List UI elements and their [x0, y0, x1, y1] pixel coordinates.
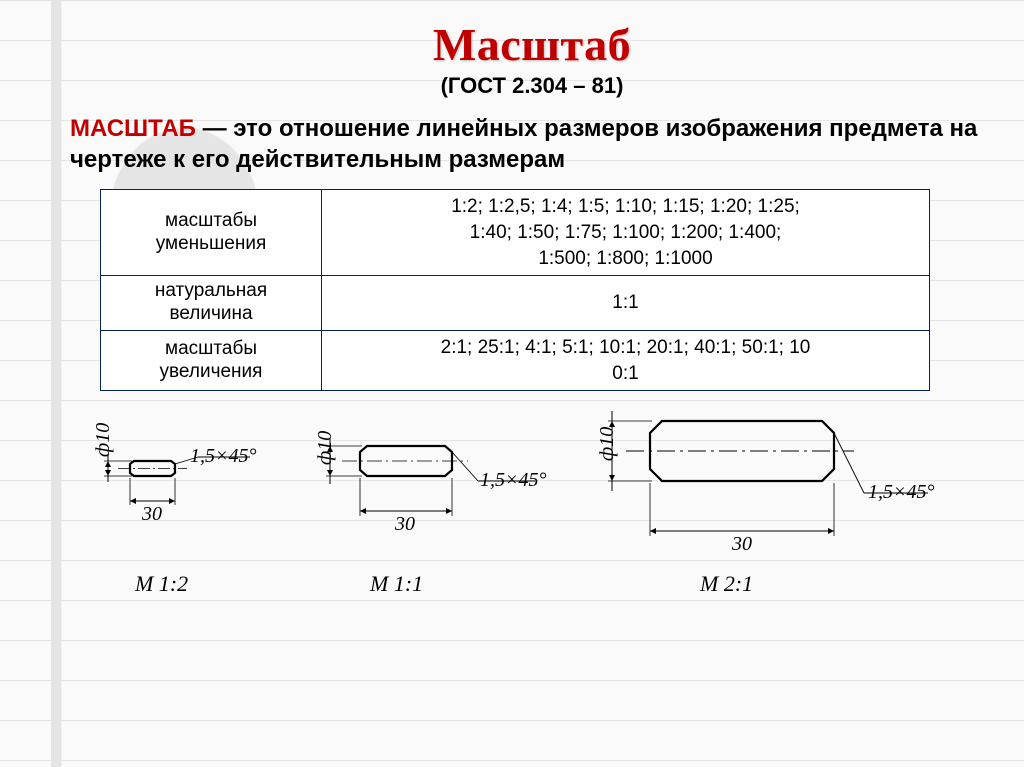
definition-text: МАСШТАБ — это отношение линейных размеро… [70, 113, 994, 175]
diagrams-svg [30, 401, 1024, 661]
page-title: Масштаб [70, 18, 994, 71]
scale-table: масштабы уменьшения 1:2; 1:2,5; 1:4; 1:5… [100, 189, 930, 391]
row-values: 1:2; 1:2,5; 1:4; 1:5; 1:10; 1:15; 1:20; … [322, 190, 930, 276]
row-label-line: натуральная [155, 280, 267, 301]
pin-drawing-natural [326, 438, 535, 516]
row-label-line: величина [169, 303, 252, 324]
page-subtitle: (ГОСТ 2.304 – 81) [70, 73, 994, 99]
row-values: 2:1; 25:1; 4:1; 5:1; 10:1; 20:1; 40:1; 5… [322, 330, 930, 390]
definition-body: — это отношение линейных размеров изобра… [70, 115, 977, 173]
scale-diagrams: ф10 1,5×45° 30 М 1:2 ф10 1,5×45° 30 М 1:… [70, 401, 994, 661]
definition-term: МАСШТАБ [70, 115, 196, 142]
pin-drawing-double [608, 411, 928, 536]
pin-drawing-half [104, 455, 250, 505]
row-label: масштабы увеличения [101, 330, 322, 390]
row-label-line: масштабы [165, 210, 257, 231]
table-row: натуральная величина 1:1 [101, 276, 930, 331]
row-label-line: увеличения [160, 361, 263, 382]
row-label: масштабы уменьшения [101, 190, 322, 276]
table-row: масштабы увеличения 2:1; 25:1; 4:1; 5:1;… [101, 330, 930, 390]
row-label: натуральная величина [101, 276, 322, 331]
row-label-line: уменьшения [156, 233, 267, 254]
row-values: 1:1 [322, 276, 930, 331]
page-container: Масштаб (ГОСТ 2.304 – 81) МАСШТАБ — это … [0, 0, 1024, 767]
row-label-line: масштабы [165, 338, 257, 359]
table-row: масштабы уменьшения 1:2; 1:2,5; 1:4; 1:5… [101, 190, 930, 276]
